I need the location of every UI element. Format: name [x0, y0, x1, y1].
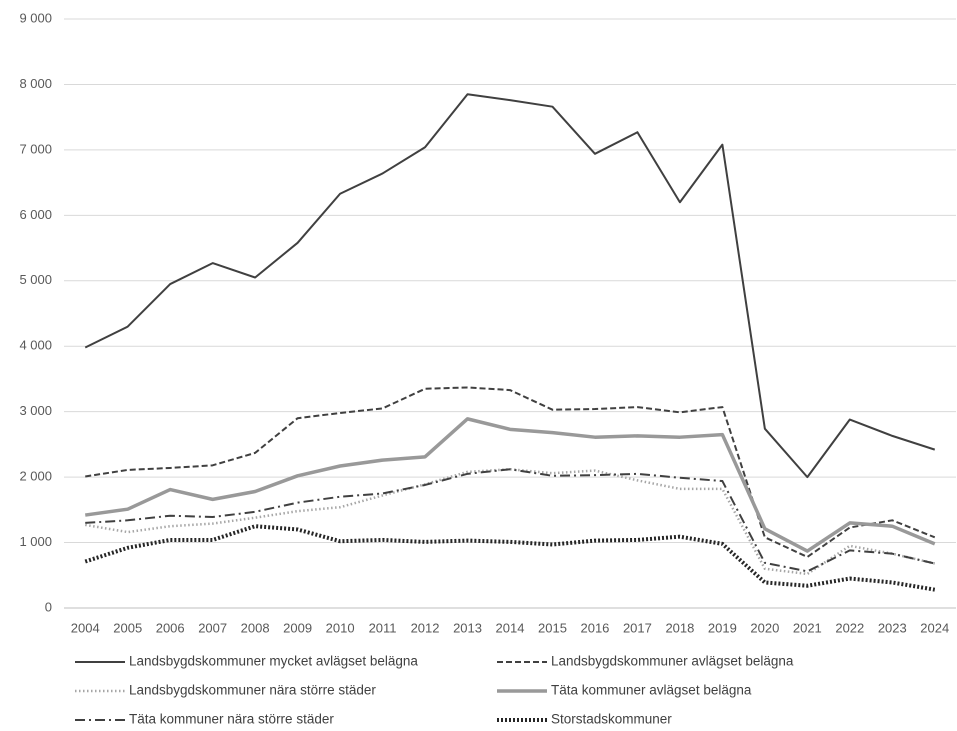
- data-line: [84, 524, 936, 592]
- data-line: [85, 386, 936, 558]
- y-tick-label: 4 000: [19, 338, 52, 353]
- x-tick-label: 2010: [326, 620, 355, 635]
- x-tick-label: 2009: [283, 620, 312, 635]
- legend-label: Täta kommuner avlägset belägna: [551, 683, 752, 698]
- x-tick-label: 2008: [241, 620, 270, 635]
- data-line: [85, 468, 935, 573]
- x-tick-label: 2013: [453, 620, 482, 635]
- legend-label: Storstadskommuner: [551, 712, 672, 727]
- x-tick-label: 2006: [156, 620, 185, 635]
- y-tick-label: 1 000: [19, 534, 52, 549]
- x-tick-label: 2005: [113, 620, 142, 635]
- x-tick-label: 2015: [538, 620, 567, 635]
- x-tick-label: 2004: [71, 620, 100, 635]
- y-tick-label: 0: [45, 599, 52, 614]
- data-line: [85, 468, 936, 576]
- y-tick-label: 5 000: [19, 272, 52, 287]
- legend-label: Landsbygdskommuner mycket avlägset beläg…: [129, 654, 418, 669]
- x-tick-label: 2016: [580, 620, 609, 635]
- x-tick-label: 2019: [708, 620, 737, 635]
- x-tick-label: 2021: [793, 620, 822, 635]
- y-tick-label: 7 000: [19, 141, 52, 156]
- x-tick-label: 2017: [623, 620, 652, 635]
- x-tick-label: 2014: [496, 620, 525, 635]
- x-tick-label: 2012: [411, 620, 440, 635]
- y-tick-label: 6 000: [19, 207, 52, 222]
- y-tick-label: 3 000: [19, 403, 52, 418]
- x-tick-label: 2024: [920, 620, 949, 635]
- x-tick-label: 2011: [369, 620, 397, 635]
- data-line: [84, 417, 936, 553]
- x-tick-label: 2007: [198, 620, 227, 635]
- legend-label: Täta kommuner nära större städer: [129, 712, 334, 727]
- x-tick-label: 2018: [665, 620, 694, 635]
- x-tick-label: 2022: [835, 620, 864, 635]
- x-tick-label: 2020: [750, 620, 779, 635]
- y-tick-label: 2 000: [19, 469, 52, 484]
- x-tick-label: 2023: [878, 620, 907, 635]
- legend-label: Landsbygdskommuner avlägset belägna: [551, 654, 794, 669]
- y-tick-label: 8 000: [19, 76, 52, 91]
- y-tick-label: 9 000: [19, 10, 52, 25]
- legend-label: Landsbygdskommuner nära större städer: [129, 683, 376, 698]
- data-line: [84, 93, 936, 479]
